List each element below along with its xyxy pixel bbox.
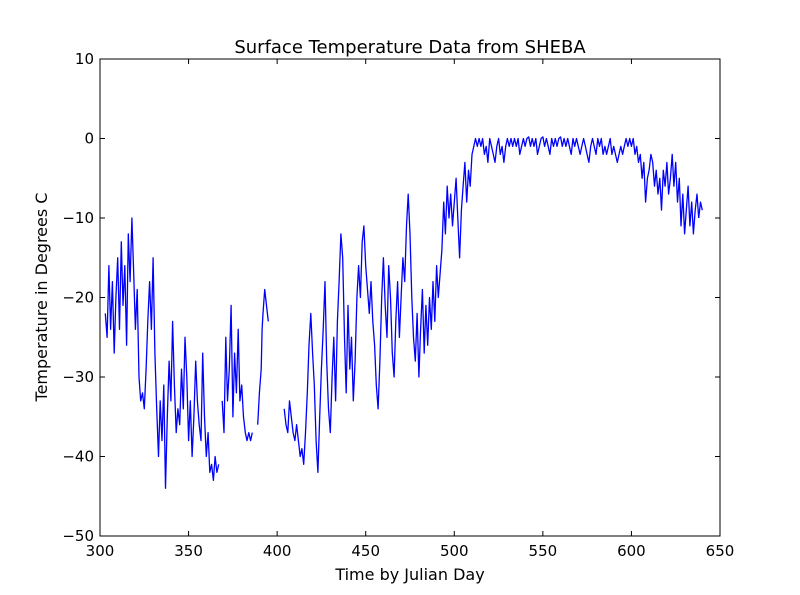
- y-tick-label: −30: [62, 368, 94, 386]
- y-tick-label: 10: [75, 50, 94, 68]
- x-tick-label: 400: [263, 542, 292, 560]
- y-tick-label: −40: [62, 448, 94, 466]
- temperature-series-line-segment-5: [698, 201, 703, 219]
- y-axis: 10 0 −10 −20 −30 −40 −50: [62, 50, 720, 545]
- y-tick-label: −10: [62, 209, 94, 227]
- plot-frame: [99, 58, 721, 537]
- x-tick-label: 650: [706, 542, 735, 560]
- y-axis-label: Temperature in Degrees C: [32, 193, 51, 403]
- y-tick-label: 0: [84, 130, 94, 148]
- x-tick-label: 300: [86, 542, 115, 560]
- x-tick-label: 600: [617, 542, 646, 560]
- chart-title: Surface Temperature Data from SHEBA: [234, 37, 586, 58]
- x-tick-label: 350: [174, 542, 203, 560]
- temperature-series-line-segment-4: [283, 136, 700, 474]
- x-tick-label: 500: [440, 542, 469, 560]
- x-tick-label: 450: [351, 542, 380, 560]
- y-tick-label: −20: [62, 289, 94, 307]
- x-axis: 300 350 400 450 500 550 600 650: [86, 59, 735, 560]
- x-tick-label: 550: [529, 542, 558, 560]
- x-axis-label: Time by Julian Day: [334, 565, 484, 584]
- plot-area: [104, 136, 703, 489]
- y-tick-label: −50: [62, 527, 94, 545]
- temperature-series-line-segment-3: [257, 288, 269, 425]
- temperature-series-line-segment-2: [221, 304, 253, 442]
- temperature-series-line-segment-1: [104, 217, 220, 489]
